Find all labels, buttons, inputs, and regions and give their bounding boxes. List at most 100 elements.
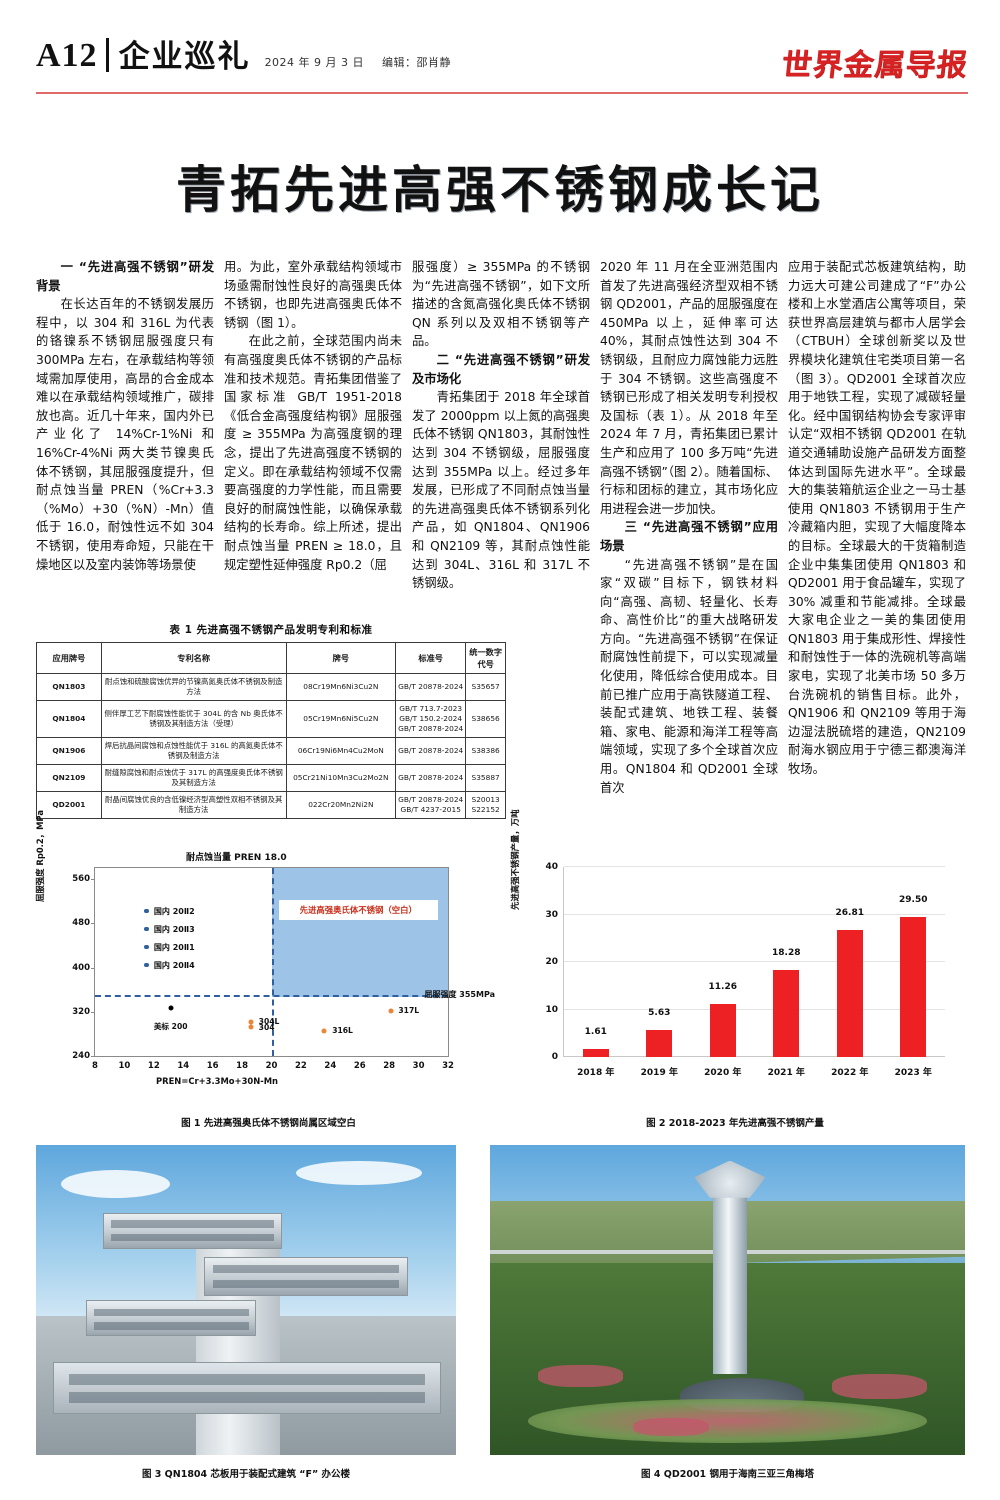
figure-2-bar-chart: 先进高强不锈钢产量，万吨 0 10 20 30 40 1.61 2018 年 5.63 2019… <box>505 810 965 1098</box>
fig1-legend-item: 国内 20Ⅱ2 <box>144 906 195 917</box>
fig1-legend: 国内 20Ⅱ2 国内 20Ⅱ3 国内 20Ⅱ1 国内 20Ⅱ4 <box>144 906 195 978</box>
cell-uns-number: S35657 <box>465 673 506 701</box>
cell-standard-no: GB/T 20878-2024 <box>395 764 467 792</box>
article-body: 一 “先进高强不锈钢”研发背景 在长达百年的不锈钢发展历程中，以 304 和 31… <box>36 258 966 795</box>
fig2-gridline <box>564 913 945 915</box>
fig1-y-tick: 560 <box>72 874 95 885</box>
folio-divider <box>105 38 109 72</box>
fig2-y-tick: 0 <box>551 1052 558 1062</box>
fig2-bar <box>582 1049 609 1057</box>
fig1-x-tick: 10 <box>118 1061 131 1071</box>
table-col-header: 应用牌号 <box>36 642 102 674</box>
fig1-data-point <box>168 1005 174 1011</box>
fig1-x-tick: 20 <box>265 1061 278 1071</box>
building-slab <box>103 1213 282 1250</box>
figure-4-photo-sanya-tower <box>490 1145 965 1455</box>
cell-grade: QD2001 <box>36 791 102 819</box>
slab-window-band <box>213 1279 399 1289</box>
page-folio: A12 <box>36 37 98 74</box>
fig2-bar-value-label: 1.61 <box>584 1027 607 1038</box>
podium-window-band <box>69 1391 425 1403</box>
fig1-x-tick: 12 <box>147 1061 160 1071</box>
cell-standard-no: GB/T 20878-2024 <box>395 673 467 701</box>
podium-window-band <box>69 1373 425 1385</box>
body-paragraph: “先进高强不锈钢”是在国家“双碳”目标下，钢铁材料向“高强、高韧、轻量化、长寿命… <box>600 557 778 795</box>
slab-window-band <box>94 1322 249 1330</box>
cell-steel-code: 06Cr19Ni6Mn4Cu2MoN <box>285 737 397 765</box>
publication-date: 2024 年 9 月 3 日 <box>264 56 365 69</box>
patent-standards-table: 应用牌号 专利名称 牌号 标准号 统一数字代号 QN1803 耐点蚀和硫酸腐蚀优异的节镍高… <box>36 642 506 819</box>
figure-3-photo-f-office-building <box>36 1145 456 1455</box>
building-slab <box>204 1256 408 1296</box>
table-title: 表 1 先进高强不锈钢产品发明专利和标准 <box>169 624 373 636</box>
slab-window-band <box>94 1308 249 1316</box>
newspaper-brand-logo: 世界金属导报 <box>779 48 970 83</box>
cell-steel-code: 05Cr21Ni10Mn3Cu2Mo2N <box>285 764 397 792</box>
cell-grade: QN2109 <box>36 764 102 792</box>
fig1-y-tick: 320 <box>72 1006 95 1017</box>
section-heading: 三 “先进高强不锈钢”应用场景 <box>600 520 778 553</box>
fig2-bar <box>709 1003 736 1057</box>
cell-patent-name: 耐点蚀和硫酸腐蚀优异的节镍高氮奥氏体不锈钢及制造方法 <box>100 673 287 701</box>
legend-label: 国内 20Ⅱ2 <box>153 906 195 916</box>
table-row: QD2001 耐晶间腐蚀优良的含低镍经济型高塑性双相不锈钢及其制造方法 022Cr2… <box>36 791 506 819</box>
fig2-y-tick: 20 <box>545 957 558 967</box>
cloud-shape <box>296 1160 423 1186</box>
article-column: 服强度）≥ 355MPa 的不锈钢为“先进高强不锈钢”，如下文所描述的含氮高强化… <box>412 258 590 618</box>
fig2-y-tick: 40 <box>545 862 558 872</box>
fig2-gridline <box>564 866 945 867</box>
fig1-x-tick: 24 <box>324 1061 337 1071</box>
fig1-x-tick: 26 <box>353 1061 366 1071</box>
flower-bed <box>537 1365 623 1387</box>
article-column: 2020 年 11 月在全亚洲范围内首发了先进高强经济型双相不锈钢 QD2001… <box>600 258 778 795</box>
article-column: 应用于装配式芯板建筑结构，助力远大可建公司建成了“F”办公楼和上水堂酒店公寓等项… <box>788 258 966 776</box>
fig2-gridline <box>564 1056 945 1057</box>
legend-label: 国内 20Ⅱ1 <box>153 942 195 952</box>
fig1-y-tick: 240 <box>72 1051 95 1061</box>
fig2-gridline <box>564 961 945 962</box>
table-row: QN1906 焊后抗晶间腐蚀和点蚀性能优于 316L 的高氮奥氏体不锈钢及制造方法… <box>36 737 506 765</box>
legend-marker-icon <box>144 908 149 914</box>
fig1-y-tick: 480 <box>72 918 95 929</box>
fig2-x-tick: 2020 年 <box>704 1068 742 1078</box>
advanced-steel-blank-region <box>271 868 448 997</box>
cell-uns-number: S20013 S22152 <box>465 791 506 819</box>
fig2-y-axis-label: 先进高强不锈钢产量，万吨 <box>510 809 520 911</box>
fig2-x-tick: 2023 年 <box>894 1068 932 1078</box>
fig2-x-tick: 2019 年 <box>640 1068 678 1078</box>
article-column: 一 “先进高强不锈钢”研发背景 在长达百年的不锈钢发展历程中，以 304 和 31… <box>36 258 214 618</box>
fig1-x-axis-label: PREN=Cr+3.3Mo+30N-Mn <box>156 1076 279 1086</box>
editor-credit: 编辑：邵肖静 <box>382 56 452 69</box>
figure-4-caption: 图 4 QD2001 钢用于海南三亚三角梅塔 <box>641 1469 814 1480</box>
fig1-data-point <box>388 1008 394 1014</box>
fig1-x-tick: 22 <box>294 1061 307 1071</box>
cell-uns-number: S35887 <box>465 764 506 792</box>
fig1-legend-item: 国内 20Ⅱ1 <box>144 942 195 953</box>
cell-steel-code: 08Cr19Mn6Ni3Cu2N <box>285 673 397 701</box>
body-paragraph: 应用于装配式芯板建筑结构，助力远大可建公司建成了“F”办公楼和上水堂酒店公寓等项… <box>788 260 966 777</box>
body-paragraph: 在此之前，全球范围内尚未有高强度奥氏体不锈钢的产品标准和技术规范。青拓集团借鉴了… <box>224 334 402 572</box>
fig1-data-point <box>321 1028 327 1034</box>
section-heading: 二 “先进高强不锈钢”研发及市场化 <box>412 352 590 386</box>
fig2-bar-value-label: 11.26 <box>708 981 737 992</box>
fig1-x-tick: 16 <box>206 1061 219 1071</box>
fig2-gridline <box>564 1008 945 1010</box>
figure-1-caption: 图 1 先进高强奥氏体不锈钢尚属区域空白 <box>181 1118 356 1129</box>
fig1-x-tick: 32 <box>442 1061 454 1071</box>
table-row: QN1804 侧伴厚工艺下耐腐蚀性能优于 304L 的含 Nb 奥氏体不锈钢及其制… <box>36 700 506 738</box>
cell-uns-number: S38656 <box>465 700 506 738</box>
fig1-point-label: 304 <box>258 1022 275 1032</box>
patent-table-block: 表 1 先进高强不锈钢产品发明专利和标准 应用牌号 专利名称 牌号 标准号 统一数字代号… <box>36 622 506 819</box>
fig1-data-point <box>248 1024 254 1030</box>
fig2-x-tick: 2018 年 <box>577 1068 615 1078</box>
cell-grade: QN1804 <box>36 700 102 738</box>
article-headline: 青拓先进高强不锈钢成长记 <box>176 161 824 219</box>
cell-uns-number: S38386 <box>465 737 506 765</box>
fig1-x-tick: 28 <box>383 1061 396 1071</box>
cell-patent-name: 侧伴厚工艺下耐腐蚀性能优于 304L 的含 Nb 奥氏体不锈钢及其制造方法（受理… <box>100 700 287 738</box>
section-heading: 一 “先进高强不锈钢”研发背景 <box>36 260 214 293</box>
fig2-bar-value-label: 29.50 <box>899 894 928 905</box>
masthead: A12 企业巡礼 2024 年 9 月 3 日 编辑：邵肖静 世界金属导报 <box>36 37 970 94</box>
fig2-y-tick: 30 <box>545 909 558 920</box>
cloud-shape <box>61 1169 171 1198</box>
